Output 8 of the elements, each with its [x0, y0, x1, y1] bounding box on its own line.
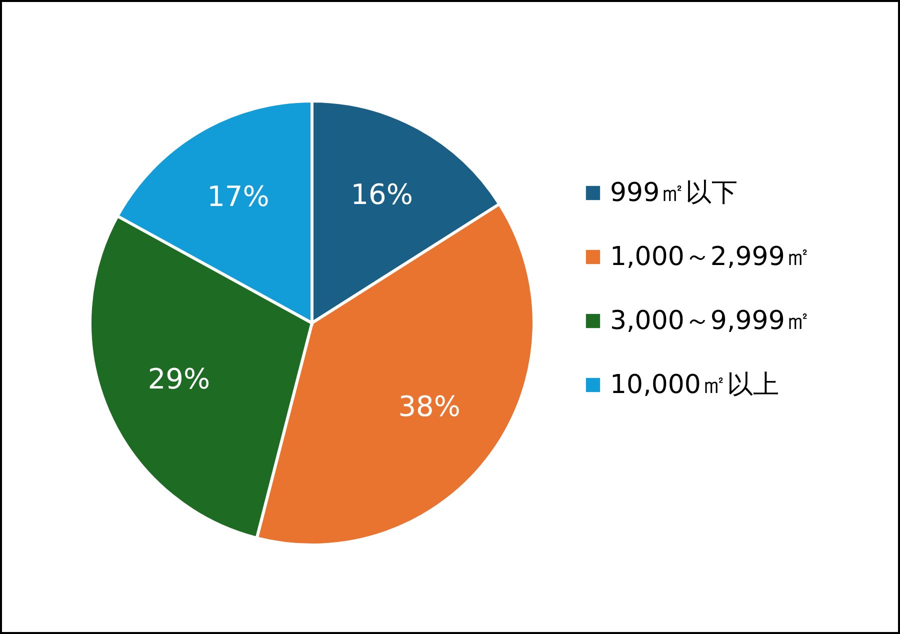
legend-label: 999㎡以下 — [610, 178, 738, 208]
data-label: 17% — [207, 180, 270, 214]
legend-label: 3,000～9,999㎡ — [610, 306, 811, 336]
legend-label: 10,000㎡以上 — [610, 370, 779, 400]
data-label: 38% — [398, 390, 460, 424]
data-label: 29% — [148, 362, 210, 396]
legend-label: 1,000～2,999㎡ — [610, 242, 811, 272]
data-label: 16% — [350, 178, 413, 211]
